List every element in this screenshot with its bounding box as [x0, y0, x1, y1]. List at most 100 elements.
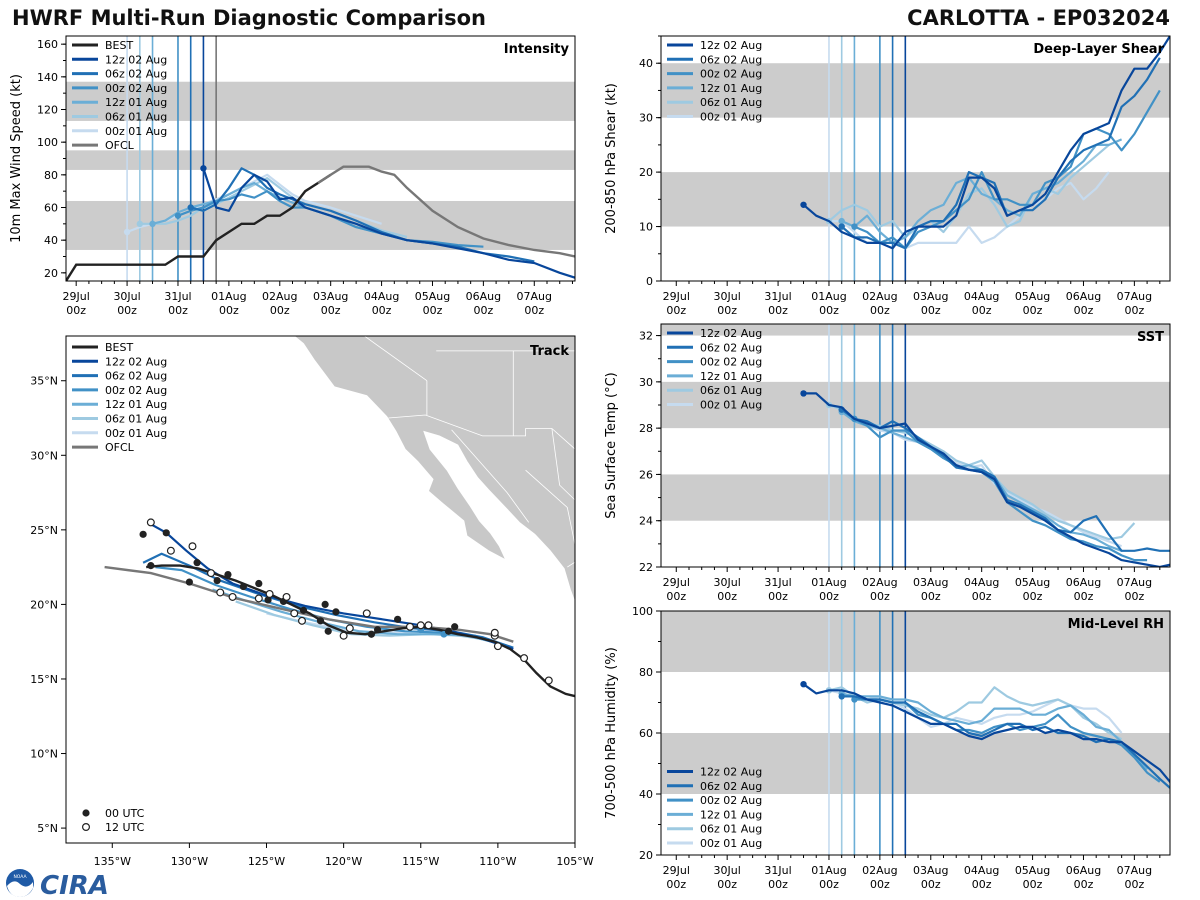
- rh-xtick-label-2: 31Jul: [764, 864, 791, 877]
- sst-ytick-label-2: 26: [639, 468, 653, 481]
- track-panel-title: Track: [530, 344, 569, 359]
- track-legend-label-1: 12z 02 Aug: [105, 355, 167, 368]
- track-best-12-1: [520, 654, 529, 663]
- track-border-7: [551, 428, 575, 501]
- rh-xtick-label-1: 30Jul: [714, 864, 741, 877]
- track-border-5: [451, 429, 530, 523]
- shear-ylabel: 200-850 hPa Shear (kt): [604, 83, 619, 234]
- shear-xtick-label-0: 29Jul: [663, 290, 690, 303]
- track-best-00-12: [239, 582, 247, 591]
- sst-xtick-sub-0: 00z: [666, 590, 686, 603]
- track-best-12-21: [282, 592, 291, 601]
- track-best-00-3: [394, 615, 402, 623]
- rh-xtick-sub-4: 00z: [870, 878, 890, 891]
- rh-legend-label-2: 00z 02 Aug: [700, 794, 762, 807]
- sst-xtick-sub-4: 00z: [870, 590, 890, 603]
- shear-series-start-0: [800, 201, 807, 208]
- shear-xtick-sub-5: 00z: [921, 304, 941, 317]
- track-best-00-6: [324, 627, 332, 635]
- shear-legend-label-3: 12z 01 Aug: [700, 82, 762, 95]
- track-best-00-5: [367, 630, 375, 638]
- intensity-legend-label-7: OFCL: [105, 139, 135, 152]
- track-series-2: [155, 566, 506, 648]
- sst-legend-label-2: 00z 02 Aug: [700, 356, 762, 369]
- track-xtick-label-5: 110°W: [479, 855, 516, 868]
- track-marker-legend-label-0: 00 UTC: [105, 807, 145, 820]
- shear-ytick-label-4: 40: [639, 57, 653, 70]
- track-legend-label-4: 12z 01 Aug: [105, 398, 167, 411]
- track-best-12-16: [216, 588, 225, 597]
- intensity-xtick-sub-6: 00z: [372, 304, 392, 317]
- intensity-xtick-label-2: 31Jul: [164, 290, 191, 303]
- track-best-00-17: [162, 529, 170, 537]
- sst-legend-label-4: 06z 01 Aug: [700, 384, 762, 397]
- track-best-12-10: [339, 631, 348, 640]
- rh-xtick-label-4: 02Aug: [862, 864, 897, 877]
- sst-xtick-sub-3: 00z: [819, 590, 839, 603]
- sst-xtick-label-7: 05Aug: [1015, 576, 1050, 589]
- rh-legend-label-3: 12z 01 Aug: [700, 808, 762, 821]
- shear-xtick-label-7: 05Aug: [1015, 290, 1050, 303]
- rh-legend-label-1: 06z 02 Aug: [700, 780, 762, 793]
- track-best-00-11: [255, 579, 263, 588]
- track-border-8: [567, 561, 575, 568]
- rh-ytick-label-2: 60: [639, 727, 653, 740]
- track-ytick-label-6: 35°N: [30, 375, 58, 388]
- sst-xtick-label-3: 01Aug: [811, 576, 846, 589]
- shear-xtick-sub-3: 00z: [819, 304, 839, 317]
- shear-xtick-sub-0: 00z: [666, 304, 686, 317]
- shear-ytick-label-3: 30: [639, 112, 653, 125]
- track-marker-legend-12: [81, 822, 90, 831]
- sst-xtick-sub-6: 00z: [972, 590, 992, 603]
- track-legend-label-7: OFCL: [105, 441, 135, 454]
- noaa-logo-text: NOAA: [13, 874, 27, 880]
- sst-ytick-label-0: 22: [639, 561, 653, 574]
- intensity-xtick-label-5: 03Aug: [313, 290, 348, 303]
- shear-xtick-sub-6: 00z: [972, 304, 992, 317]
- track-best-00-21: [332, 608, 340, 616]
- track-best-00-19: [139, 530, 147, 538]
- track-xtick-label-6: 105°W: [556, 855, 593, 868]
- rh-xtick-sub-1: 00z: [717, 878, 737, 891]
- shear-frame: [660, 35, 1171, 282]
- intensity-legend-label-1: 12z 02 Aug: [105, 53, 167, 66]
- rh-xtick-label-5: 03Aug: [913, 864, 948, 877]
- figure-title: HWRF Multi-Run Diagnostic Comparison: [12, 6, 487, 30]
- intensity-ytick-label-6: 140: [37, 71, 58, 84]
- intensity-panel-title: Intensity: [504, 42, 570, 57]
- rh-xtick-label-8: 06Aug: [1066, 864, 1101, 877]
- rh-ytick-label-4: 100: [632, 605, 653, 618]
- shear-series-start-1: [838, 223, 845, 230]
- intensity-xtick-label-9: 07Aug: [517, 290, 552, 303]
- rh-legend-label-0: 12z 02 Aug: [700, 766, 762, 779]
- intensity-best-line: [66, 173, 332, 281]
- track-best-12-14: [254, 594, 263, 603]
- rh-series-3: [841, 692, 1148, 771]
- rh-xtick-sub-3: 00z: [819, 878, 839, 891]
- intensity-plot-area: [66, 36, 575, 281]
- track-best-00-13: [224, 570, 232, 579]
- track-best-12-13: [265, 589, 274, 598]
- track-best-12-2: [493, 642, 502, 651]
- track-best-12-5: [424, 621, 433, 630]
- track-legend-label-2: 06z 02 Aug: [105, 370, 167, 383]
- track-legend-label-6: 00z 01 Aug: [105, 427, 167, 440]
- shear-xtick-sub-1: 00z: [717, 304, 737, 317]
- intensity-xtick-label-0: 29Jul: [63, 290, 90, 303]
- track-best-00-20: [321, 600, 329, 609]
- intensity-xtick-sub-0: 00z: [66, 304, 86, 317]
- intensity-series-start-5: [123, 228, 131, 236]
- track-best-12-0: [544, 676, 553, 685]
- shear-panel: 01020304029Jul00z30Jul00z31Jul00z01Aug00…: [604, 35, 1171, 317]
- intensity-ytick-label-5: 120: [37, 104, 58, 117]
- sst-band-1: [661, 381, 1170, 429]
- sst-xtick-sub-1: 00z: [717, 590, 737, 603]
- track-best-00-14: [213, 576, 221, 585]
- shear-series-0: [802, 36, 1170, 250]
- logo-group: NOAA CIRA: [6, 869, 109, 900]
- intensity-series-start-0: [200, 165, 207, 172]
- intensity-series-start-3: [149, 220, 156, 228]
- intensity-xtick-label-7: 05Aug: [415, 290, 450, 303]
- intensity-legend-label-6: 00z 01 Aug: [105, 125, 167, 138]
